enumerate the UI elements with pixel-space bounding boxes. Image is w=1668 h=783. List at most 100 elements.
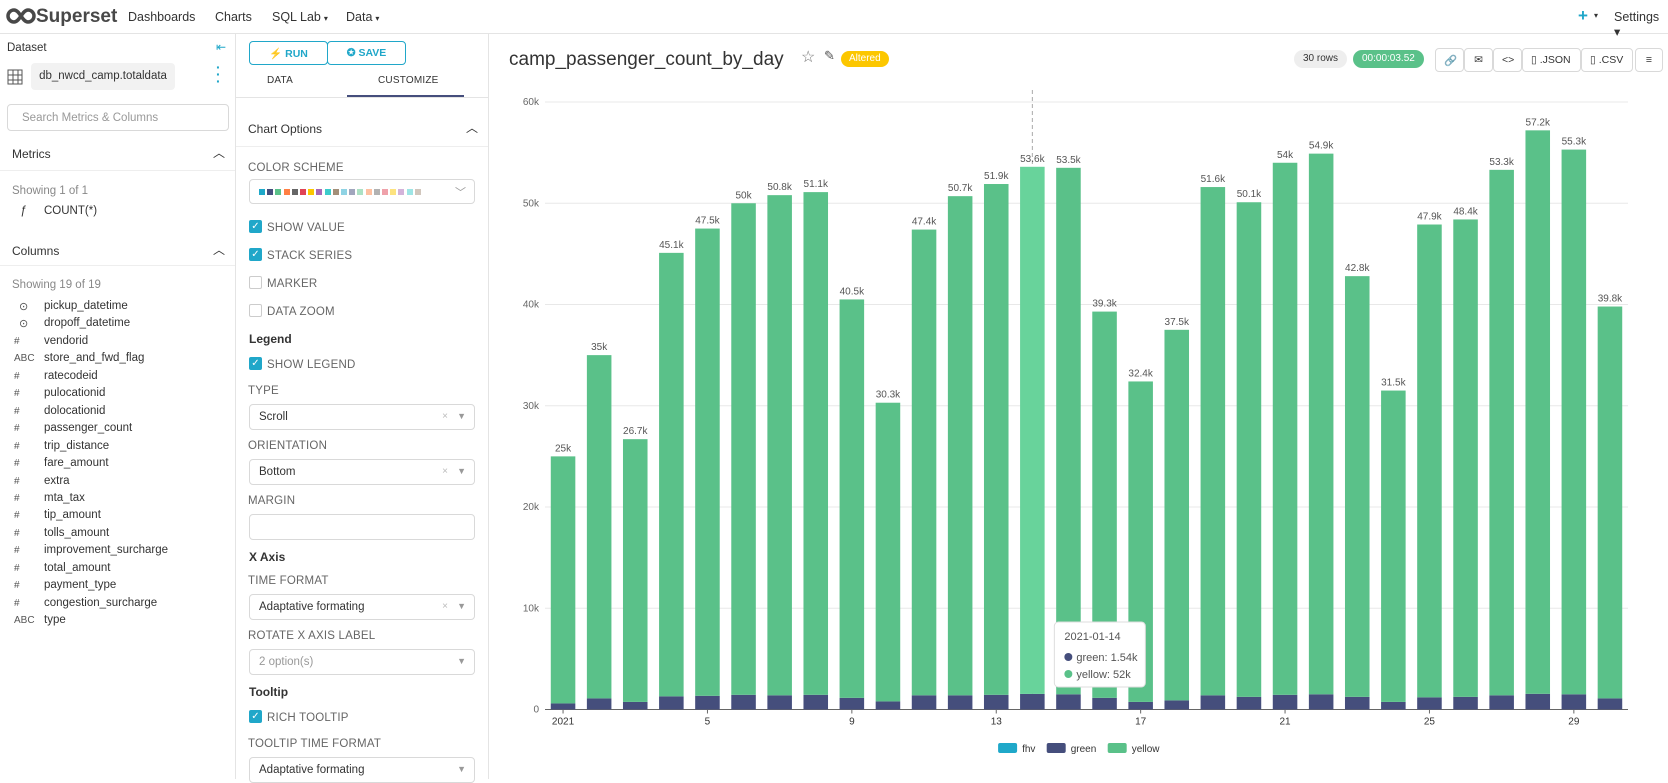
add-caret: ▾ bbox=[1594, 11, 1599, 20]
bar-segment bbox=[1020, 693, 1045, 710]
nav-item[interactable]: Dashboards bbox=[128, 10, 195, 24]
color-swatch bbox=[267, 189, 274, 195]
control-label: MARGIN bbox=[248, 495, 296, 507]
select[interactable]: 2 option(s) ▼ bbox=[249, 649, 475, 675]
column-name[interactable]: total_amount bbox=[44, 561, 111, 574]
checkbox-checked[interactable]: ✓ bbox=[249, 248, 262, 261]
section-toggle[interactable]: ︿ bbox=[466, 121, 479, 135]
bar-segment bbox=[731, 203, 756, 695]
column-name[interactable]: type bbox=[44, 614, 66, 627]
total-label: 25k bbox=[555, 443, 572, 454]
bar-segment bbox=[767, 195, 792, 696]
color-swatch bbox=[308, 189, 315, 195]
select[interactable]: Adaptative formating ▼ bbox=[249, 757, 475, 783]
columns-heading[interactable]: Columns bbox=[12, 244, 60, 258]
column-name[interactable]: vendorid bbox=[44, 334, 89, 347]
color-swatch bbox=[283, 189, 290, 195]
checkbox-checked[interactable]: ✓ bbox=[249, 220, 262, 233]
add-button[interactable]: + bbox=[1578, 6, 1588, 25]
altered-badge[interactable]: Altered bbox=[841, 51, 889, 67]
save-button[interactable]: ✪ SAVE bbox=[327, 41, 406, 65]
nav-item-label: Data bbox=[346, 10, 373, 24]
column-name[interactable]: ratecodeid bbox=[44, 369, 98, 382]
star[interactable]: ☆ bbox=[801, 49, 816, 66]
settings[interactable]: Settings ▾ bbox=[1614, 10, 1660, 39]
bar-segment bbox=[622, 701, 648, 710]
nav-item[interactable]: Data ▾ bbox=[346, 10, 379, 24]
total-label: 51.9k bbox=[984, 171, 1009, 182]
search-input[interactable]: Search Metrics & Columns bbox=[7, 104, 229, 131]
text-input[interactable] bbox=[249, 514, 475, 540]
tab-customize[interactable]: CUSTOMIZE bbox=[378, 75, 439, 86]
select[interactable]: Scroll × ▼ bbox=[249, 404, 475, 430]
nav-item[interactable]: Charts bbox=[215, 10, 252, 24]
column-name[interactable]: pulocationid bbox=[44, 387, 106, 400]
menu-button[interactable]: ≡ bbox=[1635, 48, 1663, 72]
bar-segment bbox=[1453, 696, 1478, 710]
column-name[interactable]: trip_distance bbox=[44, 439, 110, 452]
bar-segment bbox=[1489, 695, 1514, 710]
tooltip-dot bbox=[1064, 653, 1073, 661]
embed-button[interactable]: <> bbox=[1493, 48, 1522, 72]
column-name[interactable]: passenger_count bbox=[44, 422, 133, 435]
column-name[interactable]: extra bbox=[44, 474, 70, 487]
tooltip-title: 2021-01-14 bbox=[1064, 631, 1120, 643]
y-tick-label: 60k bbox=[523, 97, 540, 108]
column-name[interactable]: payment_type bbox=[44, 579, 117, 592]
nav-item[interactable]: SQL Lab ▾ bbox=[272, 10, 328, 24]
row-count: 30 rows bbox=[1294, 50, 1348, 68]
dataset-menu[interactable]: · · · bbox=[216, 59, 221, 89]
edit[interactable]: ✎ bbox=[824, 48, 835, 63]
email-button[interactable]: ✉ bbox=[1464, 48, 1493, 72]
total-label: 57.2k bbox=[1526, 117, 1551, 128]
checkbox-checked[interactable]: ✓ bbox=[249, 357, 262, 370]
total-label: 37.5k bbox=[1165, 317, 1190, 328]
dataset-name[interactable]: db_nwcd_camp.totaldata bbox=[31, 63, 175, 90]
column-name[interactable]: congestion_surcharge bbox=[44, 596, 158, 609]
bar-segment bbox=[1417, 697, 1442, 710]
color-scheme-select[interactable]: ﹀ bbox=[249, 179, 475, 204]
column-name[interactable]: mta_tax bbox=[44, 491, 85, 504]
color-swatch bbox=[382, 189, 388, 195]
run-button[interactable]: ⚡ RUN bbox=[249, 41, 328, 65]
color-swatch bbox=[390, 189, 397, 195]
json-button[interactable]: ▯ .JSON bbox=[1522, 48, 1581, 72]
column-name[interactable]: store_and_fwd_flag bbox=[44, 352, 145, 365]
collapse-button[interactable]: ⇤ bbox=[216, 40, 227, 54]
section-title[interactable]: Chart Options bbox=[248, 122, 323, 136]
metrics-heading[interactable]: Metrics bbox=[12, 147, 51, 161]
bar-segment bbox=[1344, 276, 1370, 697]
total-label: 51.6k bbox=[1201, 174, 1226, 185]
column-name[interactable]: improvement_surcharge bbox=[44, 544, 169, 557]
column-type-time: ⊙ bbox=[19, 301, 29, 313]
checkbox[interactable] bbox=[249, 304, 262, 317]
checkbox-checked[interactable]: ✓ bbox=[249, 710, 262, 723]
csv-button[interactable]: ▯ .CSV bbox=[1581, 48, 1633, 72]
select[interactable]: Bottom × ▼ bbox=[249, 459, 475, 485]
divider bbox=[236, 146, 488, 147]
tab-data[interactable]: DATA bbox=[267, 75, 293, 86]
column-type: ABC bbox=[14, 615, 35, 627]
color-swatch bbox=[414, 189, 421, 195]
color-swatch bbox=[300, 189, 306, 195]
brand[interactable]: Superset bbox=[36, 6, 118, 27]
checkbox-label: SHOW LEGEND bbox=[267, 359, 356, 371]
caret: ▼ bbox=[457, 466, 466, 476]
link-button[interactable]: 🔗 bbox=[1435, 48, 1464, 72]
metrics-toggle[interactable]: ︿ bbox=[213, 146, 226, 160]
column-name[interactable]: dropoff_datetime bbox=[44, 317, 131, 330]
column-name[interactable]: pickup_datetime bbox=[44, 300, 128, 312]
column-name[interactable]: fare_amount bbox=[44, 457, 109, 470]
bar-segment bbox=[1272, 162, 1298, 695]
column-name[interactable]: tolls_amount bbox=[44, 526, 110, 539]
metric-name[interactable]: COUNT(*) bbox=[44, 205, 98, 217]
columns-toggle[interactable]: ︿ bbox=[213, 243, 226, 257]
bar-segment bbox=[1200, 187, 1226, 696]
column-name[interactable]: tip_amount bbox=[44, 509, 101, 522]
column-name[interactable]: dolocationid bbox=[44, 404, 106, 417]
bar-segment bbox=[1381, 701, 1406, 710]
tab-underline bbox=[347, 95, 464, 97]
checkbox[interactable] bbox=[249, 276, 262, 289]
x-tick-label: 21 bbox=[1279, 717, 1291, 728]
select[interactable]: Adaptative formating × ▼ bbox=[249, 594, 475, 620]
